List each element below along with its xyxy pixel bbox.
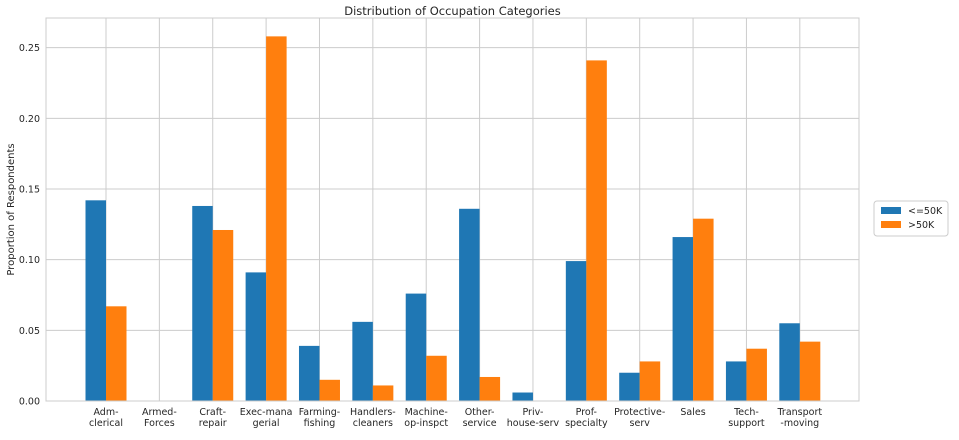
bar-le50k — [779, 323, 800, 401]
bar-le50k — [459, 209, 480, 401]
x-tick-label: Transport-moving — [777, 407, 823, 429]
bar-le50k — [192, 206, 213, 401]
x-tick-label: Other-service — [463, 407, 497, 429]
grid-layer — [46, 18, 859, 401]
legend-label-le50k: <=50K — [908, 206, 943, 217]
y-tick-label: 0.20 — [19, 114, 40, 125]
legend-swatch-gt50k — [881, 221, 901, 228]
y-tick-label: 0.10 — [19, 255, 40, 266]
bar-layer — [86, 36, 821, 401]
bar-le50k — [673, 237, 694, 401]
bar-gt50k — [640, 361, 661, 401]
y-axis-label: Proportion of Respondents — [6, 143, 17, 275]
x-tick-labels: Adm-clerical Armed-Forces Craft-repair Exec… — [89, 407, 822, 429]
bar-le50k — [619, 373, 640, 401]
bar-gt50k — [426, 356, 447, 401]
bar-gt50k — [480, 377, 501, 401]
x-tick-label: Machine-op-inspct — [404, 407, 448, 429]
x-tick-label: Prof-specialty — [565, 407, 608, 429]
bar-gt50k — [266, 36, 287, 401]
legend: <=50K >50K — [874, 201, 948, 236]
bar-le50k — [86, 200, 107, 401]
bar-le50k — [246, 272, 266, 401]
bar-le50k — [566, 261, 587, 401]
plot-frame — [46, 18, 859, 401]
bar-le50k — [406, 294, 427, 401]
x-tick-label: Armed-Forces — [142, 407, 177, 429]
bar-gt50k — [746, 349, 767, 401]
bar-le50k — [352, 322, 373, 401]
x-tick-label: Adm-clerical — [89, 407, 123, 429]
y-tick-label: 0.00 — [19, 397, 40, 408]
bar-gt50k — [213, 230, 234, 401]
bar-gt50k — [693, 219, 714, 401]
bar-le50k — [299, 346, 320, 401]
y-tick-label: 0.15 — [19, 185, 40, 196]
bar-gt50k — [373, 385, 394, 401]
legend-label-gt50k: >50K — [908, 220, 935, 231]
x-tick-label: Protective-serv — [614, 407, 665, 429]
x-tick-label: Handlers-cleaners — [350, 407, 396, 429]
chart-title: Distribution of Occupation Categories — [344, 4, 561, 18]
bar-le50k — [726, 361, 747, 401]
bar-gt50k — [106, 306, 127, 401]
y-tick-label: 0.25 — [19, 43, 40, 54]
x-tick-label: Farming-fishing — [299, 407, 341, 429]
y-tick-label: 0.05 — [19, 326, 40, 337]
bar-gt50k — [586, 60, 607, 401]
x-tick-label: Tech-support — [728, 407, 765, 429]
x-tick-label: Priv-house-serv — [507, 407, 560, 429]
y-tick-labels: 0.00 0.05 0.10 0.15 0.20 0.25 — [19, 43, 40, 407]
x-tick-label: Sales — [680, 407, 705, 418]
bar-gt50k — [800, 342, 821, 401]
bar-gt50k — [319, 380, 340, 401]
x-tick-label: Craft-repair — [199, 407, 227, 429]
bar-le50k — [512, 393, 533, 401]
legend-swatch-le50k — [881, 207, 901, 214]
